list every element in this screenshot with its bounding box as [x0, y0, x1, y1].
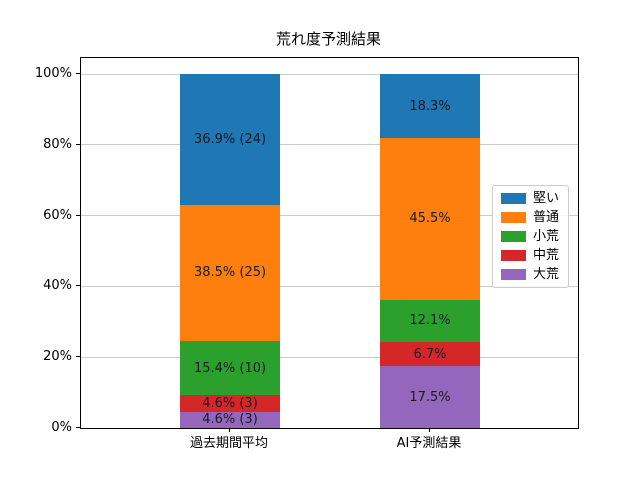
legend-swatch — [501, 212, 526, 223]
y-tick-label: 60% — [43, 207, 72, 223]
y-tick-mark — [76, 356, 80, 358]
bar-segment-label: 15.4% (10) — [193, 360, 267, 376]
y-tick-label: 80% — [43, 136, 72, 152]
gridline — [81, 356, 578, 358]
bar-segment-label: 45.5% — [409, 211, 451, 227]
bar-segment: 36.9% (24) — [180, 74, 280, 205]
bar-segment-label: 17.5% — [409, 389, 451, 405]
chart-title: 荒れ度予測結果 — [275, 30, 381, 48]
y-tick-mark — [76, 285, 80, 287]
legend-swatch — [501, 250, 526, 261]
gridline — [81, 285, 578, 287]
bar-segment: 17.5% — [380, 366, 480, 428]
legend-label: 大荒 — [533, 267, 560, 282]
bar-segment: 18.3% — [380, 73, 480, 139]
legend-label: 小荒 — [533, 229, 560, 244]
bar-segment-label: 4.6% (3) — [202, 412, 258, 428]
legend-item: 堅い — [501, 192, 559, 205]
bar-segment-label: 4.6% (3) — [202, 396, 258, 412]
x-tick-mark — [429, 428, 430, 432]
y-tick-mark — [76, 214, 80, 216]
stacked-bar: 17.5% 6.7% 12.1% 45.5% 18.3% — [380, 58, 480, 428]
bar-segment: 6.7% — [380, 342, 480, 367]
y-tick-mark — [76, 73, 80, 74]
y-tick-label: 100% — [34, 66, 72, 81]
stacked-bar: 4.6% (3) 4.6% (3) 15.4% (10) 38.5% (25) 36.9… — [180, 58, 280, 428]
legend-item: 普通 — [501, 211, 559, 224]
y-tick-label: 20% — [43, 349, 72, 365]
x-tick-label: AI予測結果 — [396, 436, 462, 451]
legend-swatch — [501, 193, 526, 204]
bar-segment: 4.6% (3) — [180, 411, 280, 428]
legend-label: 普通 — [533, 210, 560, 225]
legend-swatch — [501, 269, 526, 280]
legend-item: 大荒 — [501, 268, 559, 281]
bar-segment: 38.5% (25) — [180, 204, 280, 341]
legend-item: 小荒 — [501, 230, 559, 243]
x-tick-mark — [229, 428, 230, 432]
bar-segment-label: 6.7% — [413, 346, 447, 362]
legend-label: 堅い — [533, 191, 560, 206]
bar-segment: 45.5% — [380, 138, 480, 300]
y-tick-mark — [76, 143, 80, 145]
gridline — [81, 144, 578, 146]
legend-item: 中荒 — [501, 249, 559, 262]
legend: 堅い普通小荒中荒大荒 — [492, 185, 570, 288]
legend-label: 中荒 — [533, 248, 560, 263]
y-tick-label: 0% — [51, 420, 72, 435]
y-tick-mark — [76, 427, 80, 428]
bar-segment-label: 18.3% — [409, 98, 451, 114]
y-tick-label: 40% — [43, 278, 72, 294]
gridline — [81, 73, 578, 75]
bar-segment-label: 12.1% — [409, 313, 451, 329]
legend-swatch — [501, 231, 526, 242]
gridline — [81, 215, 578, 217]
bar-segment-label: 38.5% (25) — [193, 265, 267, 281]
bar-segment: 15.4% (10) — [180, 340, 280, 396]
bar-segment: 12.1% — [380, 299, 480, 343]
x-tick-label: 過去期間平均 — [189, 436, 268, 451]
bar-segment-label: 36.9% (24) — [193, 131, 267, 147]
bar-segment: 4.6% (3) — [180, 395, 280, 412]
